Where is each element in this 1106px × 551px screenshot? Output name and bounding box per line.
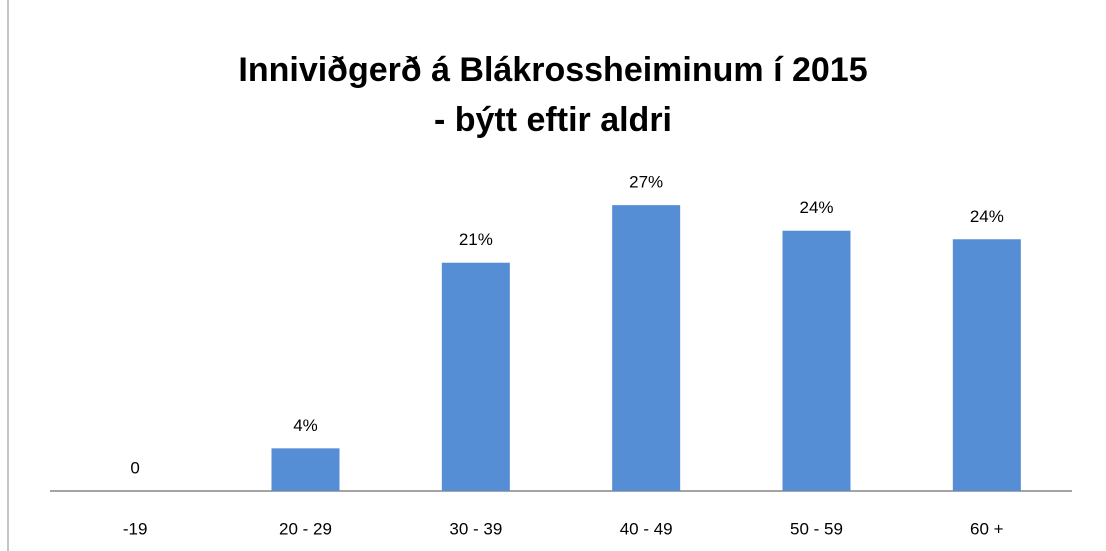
data-label: 27% xyxy=(629,173,663,192)
bar xyxy=(441,262,510,491)
x-tick-label: 60 + xyxy=(970,519,1004,538)
x-tick-label: 50 - 59 xyxy=(790,519,843,538)
x-tick-label: 40 - 49 xyxy=(620,519,673,538)
bar xyxy=(271,448,340,491)
chart-frame xyxy=(7,0,9,551)
chart-subtitle: - býtt eftir aldri xyxy=(434,101,672,139)
data-label: 0 xyxy=(130,458,139,477)
data-label: 24% xyxy=(970,207,1004,226)
x-tick-label: 30 - 39 xyxy=(449,519,502,538)
data-label: 24% xyxy=(799,198,833,217)
x-tick-label: -19 xyxy=(123,519,148,538)
chart-title: Inniviðgerð á Blákrossheiminum í 2015 xyxy=(238,51,867,89)
data-label: 4% xyxy=(293,416,318,435)
data-label: 21% xyxy=(459,230,493,249)
bar xyxy=(612,205,681,491)
bar xyxy=(782,230,851,491)
x-tick-label: 20 - 29 xyxy=(279,519,332,538)
bar xyxy=(952,239,1021,491)
